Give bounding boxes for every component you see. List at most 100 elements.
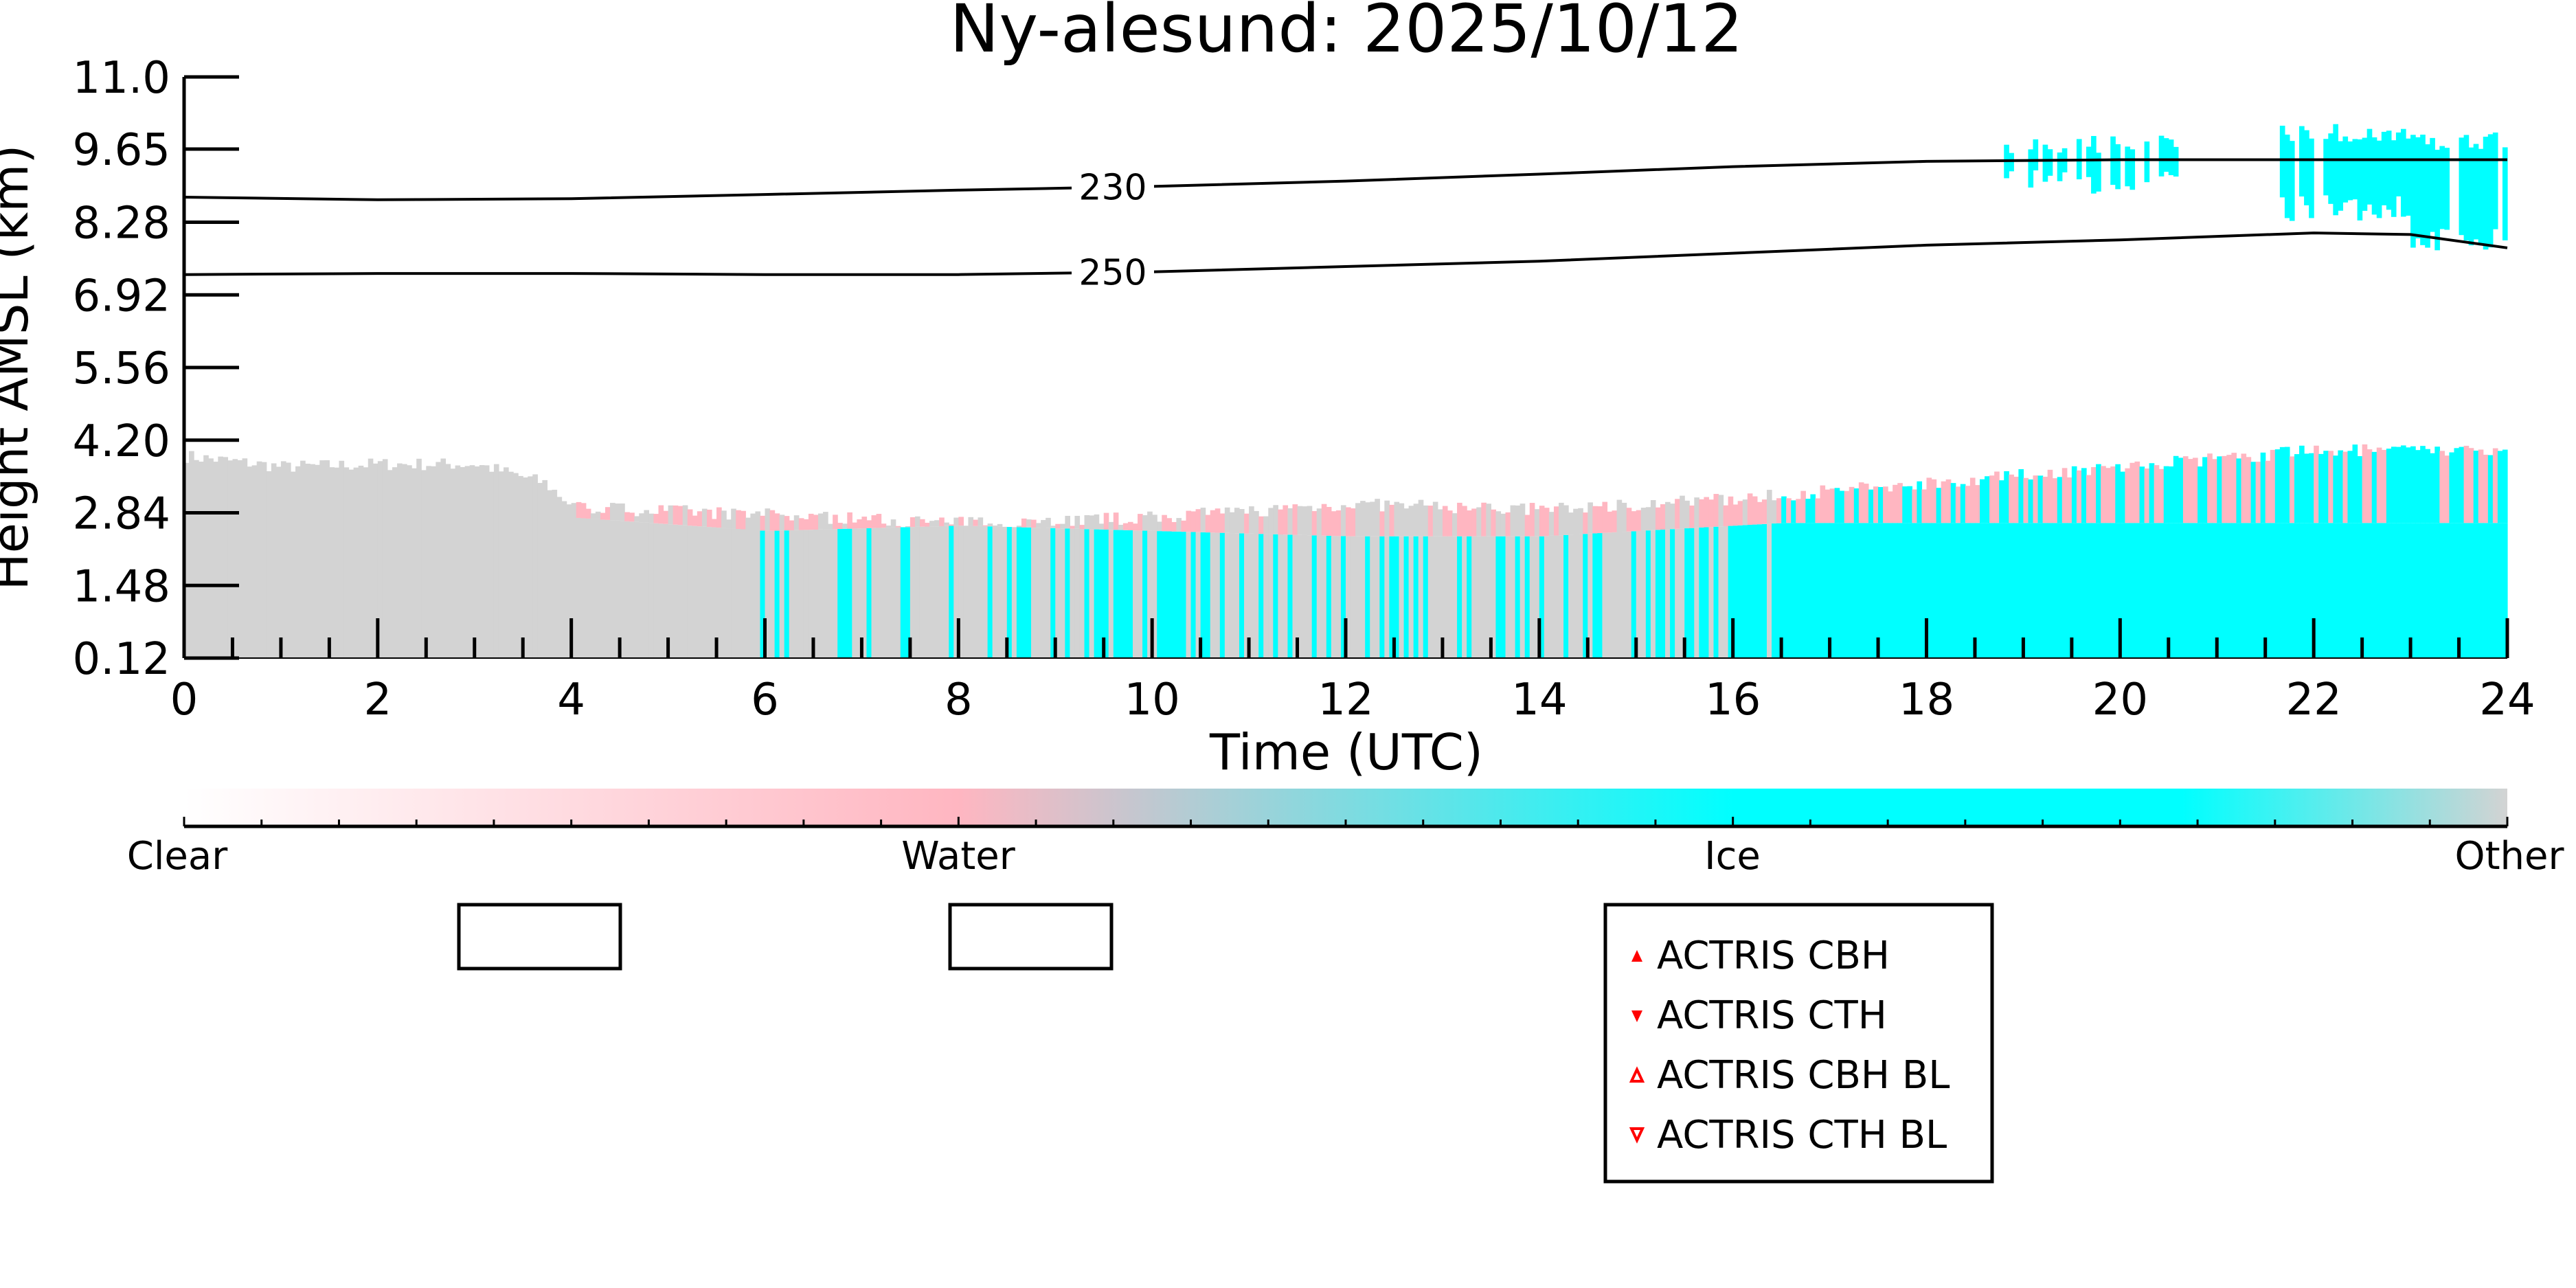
heatmap-cell bbox=[2163, 138, 2169, 172]
heatmap-cell bbox=[2497, 451, 2503, 523]
heatmap-cell bbox=[1113, 512, 1119, 530]
heatmap-cell bbox=[1234, 508, 1240, 534]
heatmap-cell bbox=[2028, 479, 2034, 523]
heatmap-cell bbox=[237, 460, 243, 658]
heatmap-cell bbox=[900, 527, 906, 658]
heatmap-cell bbox=[1060, 523, 1065, 529]
heatmap-cell bbox=[1926, 523, 1932, 658]
heatmap-cell bbox=[556, 497, 563, 658]
heatmap-cell bbox=[2265, 523, 2271, 658]
heatmap-cell bbox=[760, 515, 766, 531]
heatmap-cell bbox=[2454, 523, 2460, 658]
heatmap-cell bbox=[1670, 504, 1675, 530]
heatmap-cell bbox=[1796, 523, 1801, 658]
heatmap-cell bbox=[1297, 506, 1303, 535]
heatmap-cell bbox=[987, 523, 993, 527]
heatmap-cell bbox=[2052, 523, 2058, 658]
heatmap-cell bbox=[2459, 447, 2465, 523]
heatmap-cell bbox=[1491, 509, 1497, 536]
heatmap-cell bbox=[2182, 456, 2189, 523]
heatmap-cell bbox=[987, 526, 993, 658]
heatmap-cell bbox=[566, 504, 572, 658]
heatmap-cell bbox=[1423, 536, 1429, 658]
heatmap-cell bbox=[1408, 506, 1414, 536]
heatmap-cell bbox=[2158, 523, 2165, 658]
contour-label-250: 250 bbox=[1078, 253, 1146, 294]
heatmap-cell bbox=[1481, 536, 1487, 658]
heatmap-cell bbox=[2284, 447, 2290, 523]
heatmap-cell bbox=[2483, 523, 2489, 658]
heatmap-cell bbox=[1999, 480, 2004, 523]
heatmap-cell bbox=[1026, 527, 1032, 658]
heatmap-cell bbox=[2101, 523, 2106, 658]
heatmap-cell bbox=[1500, 513, 1506, 536]
heatmap-cell bbox=[2386, 523, 2392, 658]
heatmap-cell bbox=[1849, 486, 1855, 523]
heatmap-cell bbox=[803, 530, 809, 658]
heatmap-cell bbox=[1781, 496, 1787, 523]
x-tick-label: 0 bbox=[170, 675, 199, 725]
heatmap-cell bbox=[1176, 518, 1182, 532]
heatmap-cell bbox=[1936, 488, 1942, 523]
heatmap-cell bbox=[823, 512, 828, 530]
heatmap-cell bbox=[1278, 509, 1284, 534]
legend-frame bbox=[1603, 903, 1994, 1184]
heatmap-cell bbox=[300, 460, 306, 658]
heatmap-cell bbox=[2057, 477, 2063, 523]
heatmap-cell bbox=[1980, 523, 1985, 658]
heatmap-cell bbox=[256, 461, 262, 658]
colorbar-label-clear: Clear bbox=[127, 834, 228, 879]
heatmap-cell bbox=[1989, 523, 1995, 658]
heatmap-cell bbox=[1761, 523, 1767, 658]
heatmap-cell bbox=[1379, 536, 1385, 658]
heatmap-cell bbox=[2081, 468, 2087, 523]
heatmap-cell bbox=[571, 503, 577, 658]
y-tick-label: 9.65 bbox=[73, 125, 171, 176]
heatmap-cell bbox=[1844, 490, 1850, 523]
heatmap-cell bbox=[2042, 477, 2048, 523]
heatmap-cell bbox=[1800, 490, 1806, 523]
heatmap-cell bbox=[2168, 466, 2174, 523]
heatmap-cell bbox=[1200, 508, 1206, 532]
heatmap-cell bbox=[2454, 448, 2460, 523]
heatmap-cell bbox=[1960, 484, 1966, 523]
heatmap-cell bbox=[1878, 523, 1884, 658]
heatmap-cell bbox=[813, 515, 819, 530]
heatmap-cell bbox=[1616, 499, 1623, 532]
heatmap-cell bbox=[576, 501, 582, 518]
heatmap-cell bbox=[1219, 532, 1225, 658]
heatmap-cell bbox=[2366, 523, 2373, 658]
heatmap-cell bbox=[1127, 530, 1133, 658]
heatmap-cell bbox=[2318, 453, 2324, 523]
heatmap-cell bbox=[1006, 527, 1013, 658]
heatmap-cell bbox=[1824, 523, 1831, 658]
heatmap-cell bbox=[247, 466, 253, 658]
heatmap-cell bbox=[1098, 523, 1105, 530]
heatmap-cell bbox=[2391, 140, 2397, 217]
heatmap-cell bbox=[1418, 536, 1424, 658]
heatmap-cell bbox=[1138, 514, 1143, 531]
heatmap-cell bbox=[1645, 530, 1651, 658]
heatmap-cell bbox=[1568, 512, 1574, 535]
heatmap-cell bbox=[1065, 528, 1070, 658]
heatmap-cell bbox=[1820, 523, 1826, 658]
heatmap-cell bbox=[1118, 524, 1124, 530]
heatmap-cell bbox=[634, 516, 640, 522]
heatmap-cell bbox=[402, 464, 407, 658]
heatmap-cell bbox=[736, 510, 741, 530]
heatmap-cell bbox=[377, 461, 383, 658]
heatmap-cell bbox=[1365, 536, 1370, 658]
heatmap-cell bbox=[808, 513, 814, 530]
heatmap-cell bbox=[1607, 511, 1613, 533]
heatmap-cell bbox=[1346, 536, 1351, 658]
contour-label-230: 230 bbox=[1078, 168, 1146, 209]
heatmap-cell bbox=[1360, 536, 1366, 658]
heatmap-cell bbox=[1544, 536, 1550, 658]
heatmap-cell bbox=[934, 526, 940, 658]
heatmap-cell bbox=[2347, 141, 2353, 201]
heatmap-cell bbox=[184, 462, 190, 658]
heatmap-cell bbox=[2309, 453, 2314, 523]
heatmap-cell bbox=[1011, 527, 1017, 658]
heatmap-cell bbox=[291, 471, 296, 658]
legend-entry-cbh: ACTRIS CBH bbox=[1657, 934, 1890, 978]
